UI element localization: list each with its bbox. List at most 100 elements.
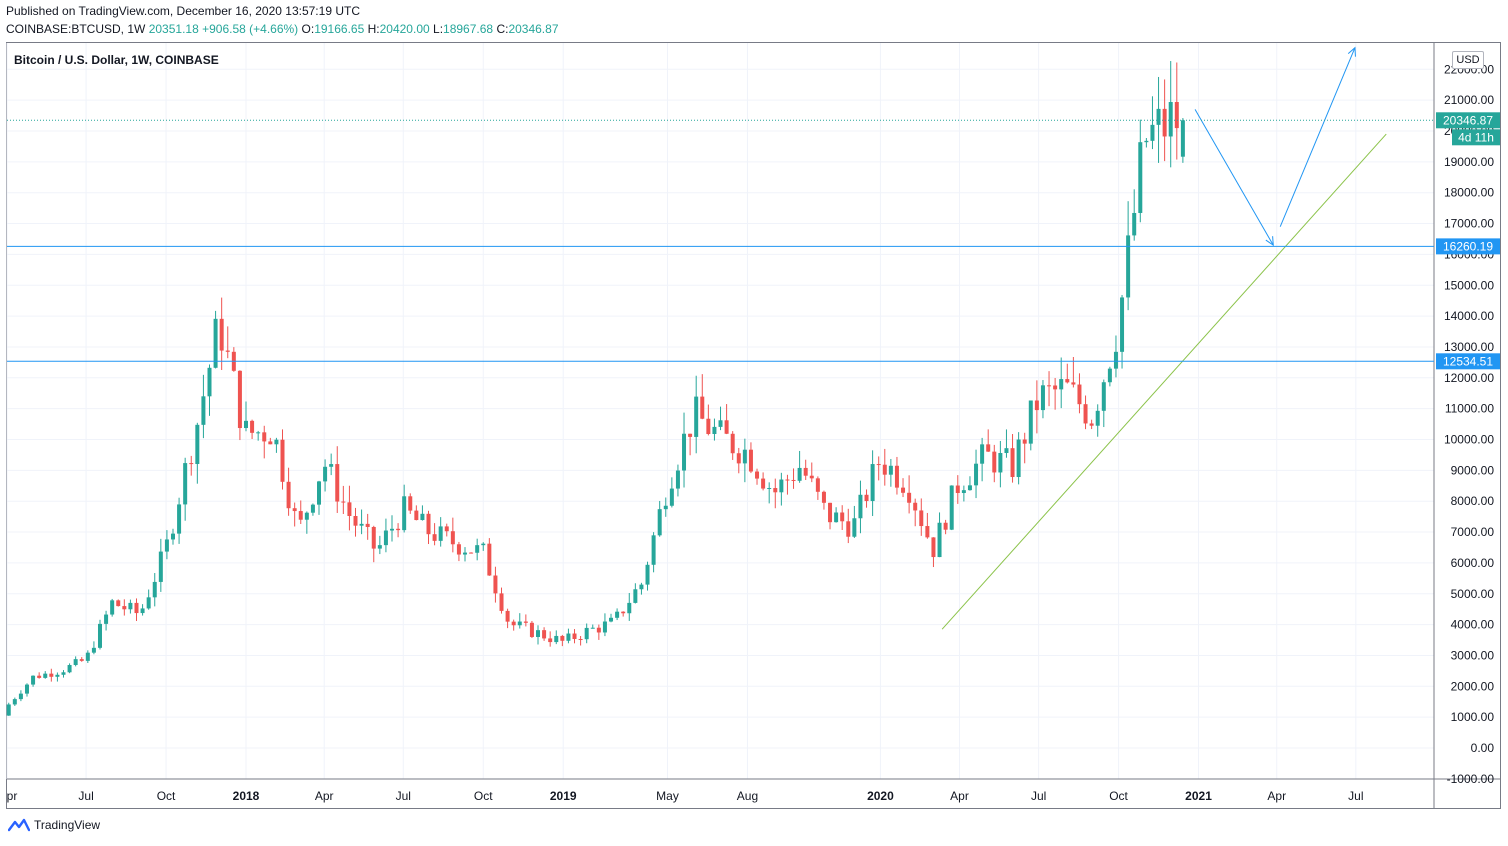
candle-body xyxy=(894,465,899,488)
candle-body xyxy=(876,464,881,466)
candle-body xyxy=(779,479,784,493)
y-tick-label: -1000.00 xyxy=(1447,772,1495,786)
candle-body xyxy=(286,481,291,509)
high-value: 20420.00 xyxy=(379,22,430,36)
candle-body xyxy=(244,420,248,429)
ohlc-legend: COINBASE:BTCUSD, 1W 20351.18 +906.58 (+4… xyxy=(6,22,559,36)
candle-body xyxy=(475,545,480,553)
candle-body xyxy=(961,490,966,494)
candle-body xyxy=(1028,400,1033,444)
candle-body xyxy=(469,552,474,554)
candle-body xyxy=(6,704,11,716)
candle-body xyxy=(596,627,601,633)
x-tick-label: Jul xyxy=(1348,789,1363,803)
candle-body xyxy=(481,543,486,546)
candle-body xyxy=(566,633,571,641)
symbol-label: COINBASE:BTCUSD, 1W xyxy=(6,22,146,36)
y-tick-label: 9000.00 xyxy=(1451,463,1495,477)
candle-body xyxy=(1162,108,1167,137)
candle-body xyxy=(803,467,808,476)
projection-arrow xyxy=(1194,109,1274,246)
candle-body xyxy=(499,593,504,611)
candle-body xyxy=(517,621,522,626)
candle-body xyxy=(371,526,376,549)
candle-body xyxy=(164,539,169,552)
candle-body xyxy=(359,523,364,526)
price-change: +906.58 (+4.66%) xyxy=(202,22,299,36)
candle-body xyxy=(292,508,297,512)
candle-body xyxy=(353,515,358,526)
candle-body xyxy=(1034,400,1039,411)
candle-body xyxy=(602,621,607,633)
candle-body xyxy=(146,597,151,609)
candle-body xyxy=(250,420,255,433)
candle-body xyxy=(1077,384,1082,405)
candle-body xyxy=(925,526,930,538)
candle-body xyxy=(1004,448,1009,454)
candle-body xyxy=(31,675,36,685)
candle-body xyxy=(615,611,620,618)
projection-arrowhead xyxy=(1265,236,1274,247)
candle-body xyxy=(55,674,60,677)
candle-body xyxy=(323,466,328,482)
candle-body xyxy=(529,622,534,637)
candle-body xyxy=(712,426,717,435)
y-tick-label: 18000.00 xyxy=(1444,186,1494,200)
candle-body xyxy=(974,463,979,486)
currency-button[interactable]: USD xyxy=(1452,51,1484,69)
candle-body xyxy=(797,467,802,481)
y-tick-label: 10000.00 xyxy=(1444,433,1494,447)
candle-body xyxy=(657,509,662,536)
open-value: 19166.65 xyxy=(314,22,365,36)
candle-body xyxy=(335,464,340,502)
footer-brand-label: TradingView xyxy=(34,818,101,832)
candle-body xyxy=(536,630,541,637)
candle-body xyxy=(992,451,997,473)
candle-body xyxy=(463,552,468,555)
candle-body xyxy=(170,533,175,540)
candle-body xyxy=(195,424,200,464)
candle-body xyxy=(1180,120,1185,157)
candle-body xyxy=(12,699,17,705)
y-tick-label: 1000.00 xyxy=(1451,710,1495,724)
candle-body xyxy=(1083,404,1088,424)
candle-body xyxy=(1059,379,1064,390)
candle-body xyxy=(310,504,315,513)
candle-body xyxy=(706,418,711,435)
price-level-label: 12534.51 xyxy=(1443,354,1493,368)
candle-body xyxy=(268,441,273,445)
candle-body xyxy=(414,510,419,521)
candle-body xyxy=(980,444,985,464)
candle-body xyxy=(426,513,431,535)
candle-body xyxy=(390,528,395,531)
candle-body xyxy=(1065,379,1070,383)
y-tick-label: 19000.00 xyxy=(1444,155,1494,169)
open-label: O: xyxy=(301,22,315,36)
candle-body xyxy=(43,673,48,678)
close-value: 20346.87 xyxy=(508,22,559,36)
candle-body xyxy=(682,433,687,471)
candle-body xyxy=(110,600,115,615)
candle-body xyxy=(675,470,680,489)
x-tick-label: Oct xyxy=(157,789,176,803)
candle-body xyxy=(645,564,650,585)
candle-body xyxy=(785,479,790,481)
candle-body xyxy=(998,453,1003,473)
candle-body xyxy=(97,623,102,648)
candle-body xyxy=(955,485,960,494)
candle-body xyxy=(79,659,84,661)
price-level-tag xyxy=(1436,238,1500,255)
footer-brand: TradingView xyxy=(8,818,100,832)
x-tick-label: Oct xyxy=(474,789,493,803)
candle-body xyxy=(493,575,498,594)
candle-body xyxy=(718,420,723,427)
chart-title: Bitcoin / U.S. Dollar, 1W, COINBASE xyxy=(14,53,219,67)
candle-body xyxy=(189,463,194,465)
candle-body xyxy=(256,432,261,434)
candle-body xyxy=(572,633,577,639)
candle-body xyxy=(377,545,382,549)
x-tick-label: Apr xyxy=(1267,789,1286,803)
candle-body xyxy=(633,589,638,603)
candle-body xyxy=(590,627,595,629)
